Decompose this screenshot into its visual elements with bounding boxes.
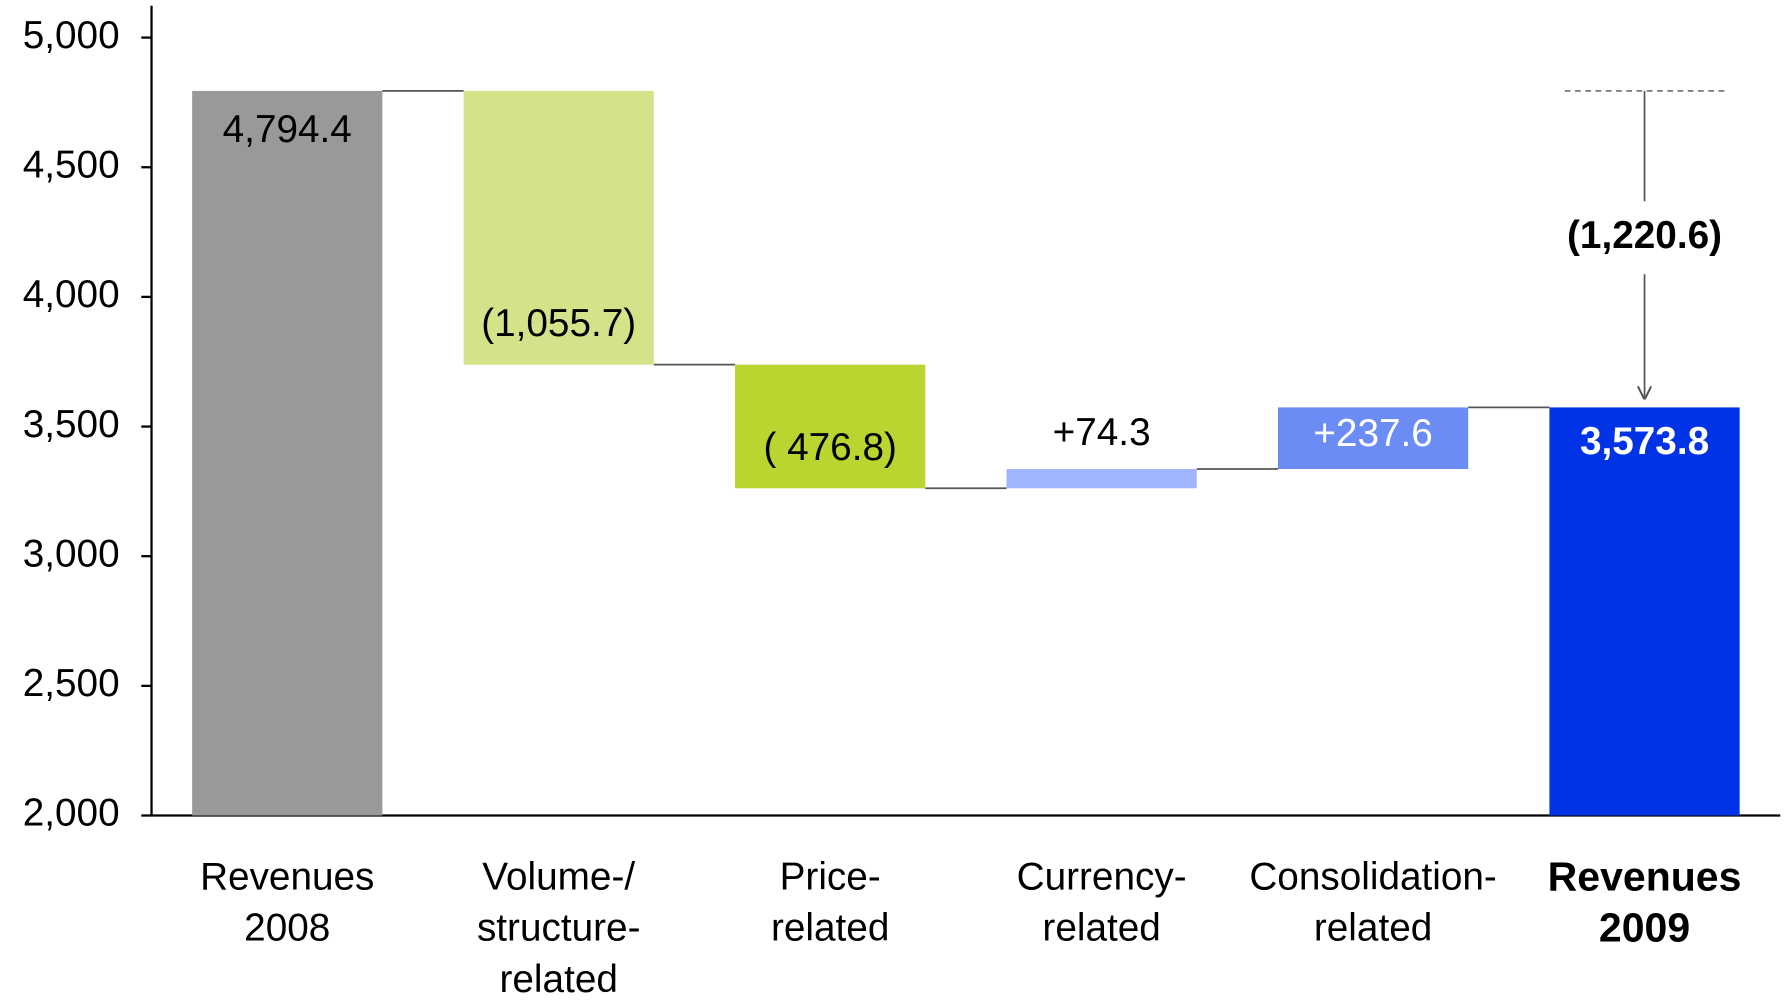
value-label: (1,055.7) xyxy=(481,302,636,345)
y-tick-label: 4,000 xyxy=(23,273,120,316)
x-tick-label: Revenues 2009 xyxy=(1548,853,1742,950)
x-tick-label-line: Price- xyxy=(780,856,881,899)
value-label: 3,573.8 xyxy=(1580,420,1709,463)
x-tick-label-line: Revenues xyxy=(200,856,374,899)
value-label: +74.3 xyxy=(1053,411,1151,454)
x-tick-label-line: related xyxy=(771,907,889,950)
bar xyxy=(463,90,654,365)
x-tick-label-line: related xyxy=(1314,907,1432,950)
x-tick-label-line: Volume-/ xyxy=(482,856,635,899)
value-label: ( 476.8) xyxy=(763,426,896,469)
x-tick-label: Currency-related xyxy=(1017,856,1187,950)
bar xyxy=(192,90,383,816)
y-tick-label: 3,000 xyxy=(23,532,120,575)
x-tick-label-line: related xyxy=(1042,907,1160,950)
y-tick-label: 2,500 xyxy=(23,662,120,705)
x-tick-label: Price-related xyxy=(771,856,889,950)
y-tick-label: 4,500 xyxy=(23,143,120,186)
annotation-label: (1,220.6) xyxy=(1567,214,1722,257)
x-tick-label-line: Revenues xyxy=(1548,853,1742,899)
y-tick-label: 5,000 xyxy=(23,14,120,57)
y-tick-label: 2,000 xyxy=(23,792,120,835)
bar xyxy=(1549,407,1740,816)
x-tick-label-line: 2008 xyxy=(244,907,330,950)
value-label: +237.6 xyxy=(1313,412,1433,455)
x-tick-label-line: Currency- xyxy=(1017,856,1187,899)
x-tick-label-line: related xyxy=(500,958,618,1001)
y-tick-label: 3,500 xyxy=(23,403,120,446)
x-tick-label-line: structure- xyxy=(477,907,641,950)
value-label: 4,794.4 xyxy=(223,108,352,151)
x-tick-label-line: Consolidation- xyxy=(1249,856,1497,899)
x-tick-label: Volume-/ structure-related xyxy=(477,856,641,1002)
bar xyxy=(1006,469,1197,489)
x-tick-label: Revenues 2008 xyxy=(200,856,374,950)
bar xyxy=(735,364,926,489)
x-tick-label: Consolidation-related xyxy=(1249,856,1497,950)
x-tick-label-line: 2009 xyxy=(1599,904,1690,950)
bar xyxy=(1277,407,1469,470)
